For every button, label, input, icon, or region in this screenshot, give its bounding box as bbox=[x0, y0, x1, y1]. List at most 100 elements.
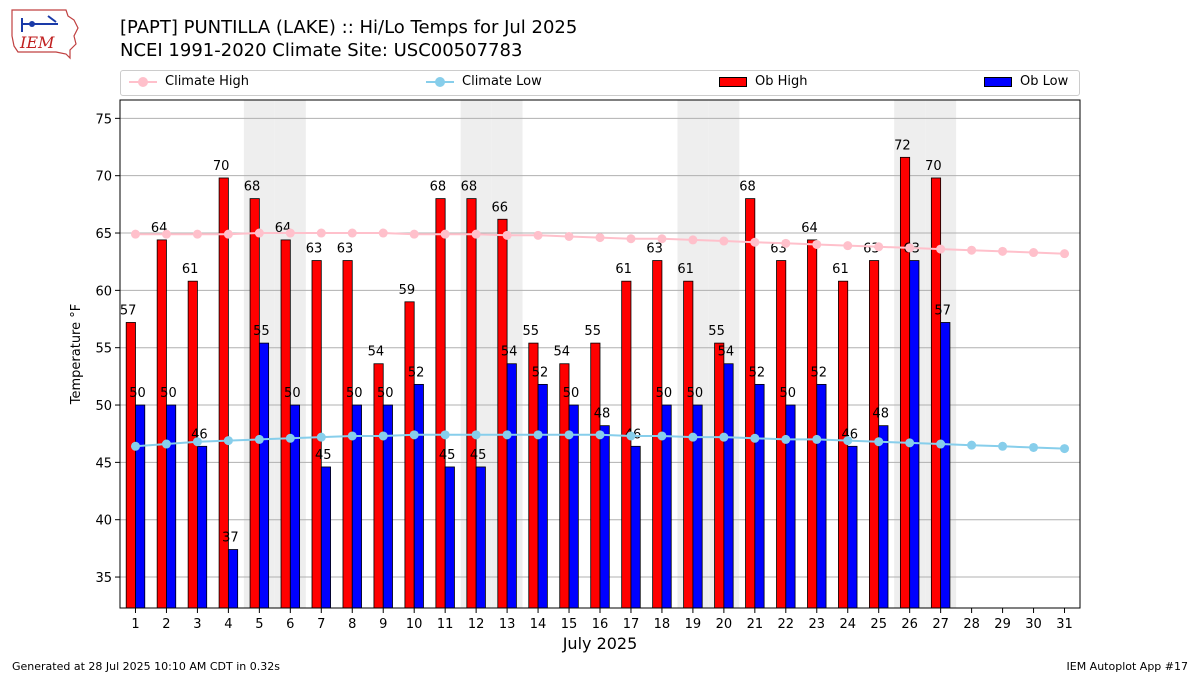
x-tick-label: 18 bbox=[654, 617, 671, 632]
climate-low-point bbox=[285, 433, 295, 443]
legend-swatch-climate-low bbox=[426, 75, 454, 89]
ob-low-bar bbox=[227, 549, 239, 609]
x-tick-label: 1 bbox=[131, 617, 139, 632]
ob-high-bar bbox=[745, 198, 756, 609]
x-tick-label: 26 bbox=[901, 617, 918, 632]
climate-high-point bbox=[254, 228, 264, 238]
ob-low-bar bbox=[537, 383, 548, 609]
ob-low-label: 48 bbox=[872, 407, 889, 422]
ob-high-label: 72 bbox=[894, 138, 911, 153]
climate-low-point bbox=[998, 441, 1008, 451]
ob-high-bar bbox=[807, 239, 818, 609]
ob-high-bar bbox=[125, 322, 136, 609]
x-tick-label: 7 bbox=[317, 617, 325, 632]
climate-low-point bbox=[502, 430, 512, 440]
ob-high-bar bbox=[899, 156, 911, 609]
climate-high-point bbox=[471, 229, 481, 239]
legend: Climate High Climate Low Ob High Ob Low bbox=[120, 70, 1080, 96]
climate-low-point bbox=[409, 430, 419, 440]
ob-low-label: 52 bbox=[532, 365, 549, 380]
x-axis-title: July 2025 bbox=[562, 634, 638, 653]
legend-item-climate-low: Climate Low bbox=[426, 74, 542, 89]
y-tick-label: 45 bbox=[95, 456, 112, 471]
ob-low-label: 55 bbox=[253, 324, 270, 339]
climate-low-point bbox=[533, 430, 543, 440]
climate-high-point bbox=[192, 229, 202, 239]
x-tick-label: 22 bbox=[778, 617, 795, 632]
ob-high-bar bbox=[435, 198, 446, 609]
ob-high-label: 55 bbox=[584, 324, 601, 339]
ob-low-bar bbox=[754, 383, 765, 609]
x-tick-label: 31 bbox=[1056, 617, 1073, 632]
x-tick-label: 17 bbox=[623, 617, 640, 632]
climate-high-point bbox=[843, 241, 853, 251]
x-tick-label: 11 bbox=[437, 617, 454, 632]
legend-label-climate-low: Climate Low bbox=[462, 74, 542, 89]
x-tick-label: 3 bbox=[193, 617, 201, 632]
climate-high-point bbox=[1029, 248, 1039, 258]
ob-low-label: 48 bbox=[594, 407, 611, 422]
chart-title: [PAPT] PUNTILLA (LAKE) :: Hi/Lo Temps fo… bbox=[120, 17, 578, 38]
climate-low-point bbox=[688, 432, 698, 442]
ob-low-label: 50 bbox=[346, 386, 363, 401]
ob-high-label: 61 bbox=[677, 262, 694, 277]
x-tick-label: 13 bbox=[499, 617, 516, 632]
ob-low-label: 52 bbox=[811, 365, 828, 380]
y-axis-title: Temperature °F bbox=[69, 304, 84, 405]
ob-high-bar bbox=[466, 198, 477, 609]
ob-low-bar bbox=[940, 322, 951, 609]
ob-high-label: 54 bbox=[368, 345, 385, 360]
ob-low-bar bbox=[630, 445, 641, 609]
climate-high-point bbox=[223, 229, 233, 239]
ob-low-bar bbox=[197, 445, 208, 609]
legend-label-climate-high: Climate High bbox=[165, 74, 250, 89]
climate-low-point bbox=[967, 440, 977, 450]
ob-low-bar bbox=[909, 260, 920, 609]
x-tick-label: 5 bbox=[255, 617, 263, 632]
ob-low-label: 50 bbox=[563, 386, 580, 401]
climate-high-point bbox=[440, 229, 450, 239]
x-tick-label: 27 bbox=[932, 617, 949, 632]
ob-high-label: 55 bbox=[523, 324, 540, 339]
x-tick-label: 19 bbox=[685, 617, 702, 632]
climate-low-point bbox=[223, 436, 233, 446]
y-tick-label: 50 bbox=[95, 399, 112, 414]
climate-low-point bbox=[905, 438, 915, 448]
ob-high-label: 61 bbox=[615, 262, 632, 277]
ob-low-bar bbox=[878, 425, 889, 609]
legend-item-ob-high: Ob High bbox=[719, 74, 808, 89]
ob-low-label: 50 bbox=[687, 386, 704, 401]
y-tick-label: 60 bbox=[95, 284, 112, 299]
climate-high-point bbox=[936, 244, 946, 254]
ob-high-bar bbox=[683, 280, 694, 609]
x-tick-label: 25 bbox=[870, 617, 887, 632]
ob-high-bar bbox=[156, 239, 167, 609]
legend-swatch-ob-low bbox=[984, 76, 1012, 87]
climate-high-point bbox=[533, 230, 543, 240]
climate-high-point bbox=[595, 233, 605, 243]
ob-high-label: 68 bbox=[461, 180, 478, 195]
ob-high-label: 54 bbox=[553, 345, 570, 360]
climate-low-point bbox=[440, 430, 450, 440]
x-tick-label: 12 bbox=[468, 617, 485, 632]
legend-swatch-climate-high bbox=[129, 75, 157, 89]
legend-label-ob-low: Ob Low bbox=[1020, 74, 1069, 89]
ob-high-label: 70 bbox=[925, 159, 942, 174]
climate-high-point bbox=[161, 229, 171, 239]
y-tick-label: 75 bbox=[95, 112, 112, 127]
climate-low-point bbox=[936, 439, 946, 449]
ob-high-label: 59 bbox=[399, 283, 416, 298]
x-tick-label: 8 bbox=[348, 617, 356, 632]
ob-low-label: 37 bbox=[222, 531, 239, 546]
climate-low-point bbox=[161, 439, 171, 449]
climate-low-point bbox=[316, 432, 326, 442]
ob-high-bar bbox=[621, 280, 632, 609]
ob-high-label: 68 bbox=[244, 180, 261, 195]
footer-app-text: IEM Autoplot App #17 bbox=[1066, 660, 1189, 673]
legend-item-climate-high: Climate High bbox=[129, 74, 249, 89]
ob-high-label: 61 bbox=[182, 262, 199, 277]
ob-high-label: 63 bbox=[306, 242, 323, 257]
climate-high-point bbox=[812, 239, 822, 249]
ob-high-bar bbox=[869, 260, 880, 609]
ob-high-label: 68 bbox=[430, 180, 447, 195]
